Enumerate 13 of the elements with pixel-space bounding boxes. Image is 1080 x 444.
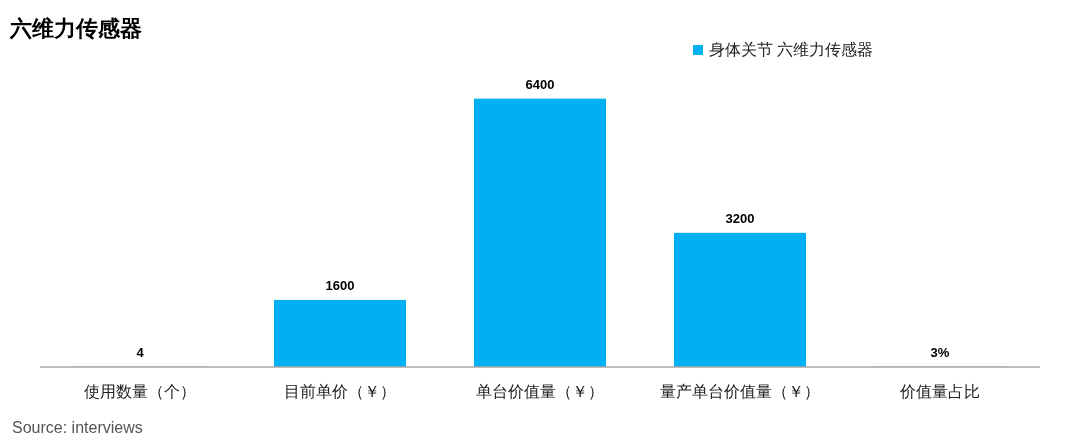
data-label: 1600 [325,277,355,293]
x-tick-label: 单台价值量（￥） [476,383,604,400]
data-label: 3200 [725,210,755,226]
data-label: 6400 [525,76,555,92]
x-tick-label: 量产单台价值量（￥） [660,383,820,400]
x-tick-label: 使用数量（个） [84,383,196,400]
x-tick-label: 目前单价（￥） [284,383,396,400]
data-label: 3% [930,344,950,360]
data-label: 4 [136,344,145,360]
x-tick-label: 价值量占比 [899,383,980,400]
legend-label: 身体关节 六维力传感器 [709,41,874,58]
source-note: Source: interviews [12,419,143,436]
chart-title: 六维力传感器 [9,16,142,41]
